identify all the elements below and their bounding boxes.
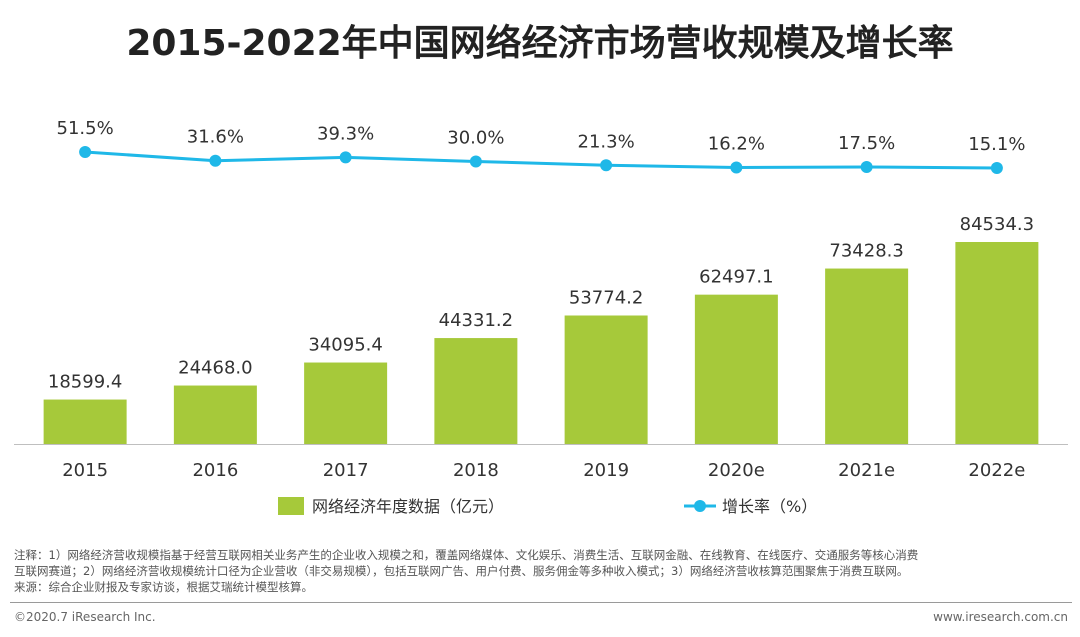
line-value-labels: 51.5% 31.6% 39.3% 30.0% 21.3% 16.2% 17.5% 15.1% xyxy=(57,118,1026,155)
bar-label-2021e: 73428.3 xyxy=(829,241,903,262)
bar-label-2017: 34095.4 xyxy=(308,335,382,356)
bar-label-2020e: 62497.1 xyxy=(699,267,773,288)
line-point-2015 xyxy=(79,146,92,158)
bar-label-2022e: 84534.3 xyxy=(960,214,1034,235)
chart-title: 2015-2022年中国网络经济市场营收规模及增长率 xyxy=(126,23,954,64)
growth-rate-line xyxy=(85,150,997,170)
line-label-2018: 30.0% xyxy=(447,127,504,148)
line-point-2021e xyxy=(860,160,873,173)
line-point-2016 xyxy=(209,154,222,167)
x-tick-labels: 2015 2016 2017 2018 2019 2020e 2021e 2022e xyxy=(62,460,1025,481)
x-tick-2019: 2019 xyxy=(583,460,629,481)
line-point-2017 xyxy=(339,151,352,164)
x-tick-2021e: 2021e xyxy=(838,460,895,481)
bar-2019 xyxy=(564,315,648,444)
bar-value-labels: 18599.4 24468.0 34095.4 44331.2 53774.2 62497… xyxy=(48,214,1034,393)
bar-label-2019: 53774.2 xyxy=(569,288,643,309)
bar-series xyxy=(43,242,1039,444)
legend-line-label: 增长率（%） xyxy=(722,497,817,516)
line-label-2017: 39.3% xyxy=(317,123,374,144)
x-tick-2017: 2017 xyxy=(323,460,369,481)
bar-2015 xyxy=(43,399,127,444)
bar-2017 xyxy=(304,362,388,444)
line-point-2019 xyxy=(600,159,613,172)
bar-label-2018: 44331.2 xyxy=(439,310,513,331)
legend: 网络经济年度数据（亿元） 增长率（%） xyxy=(278,497,817,516)
bar-label-2015: 18599.4 xyxy=(48,372,122,393)
note-line-2: 互联网赛道；2）网络经济营收规模统计口径为企业营收（非交易规模），包括互联网广告… xyxy=(14,564,909,578)
bar-label-2016: 24468.0 xyxy=(178,358,252,379)
bar-2021e xyxy=(825,268,909,444)
legend-line-marker xyxy=(694,500,706,512)
footer-divider xyxy=(10,602,1072,603)
legend-bar-label: 网络经济年度数据（亿元） xyxy=(312,497,504,516)
note-line-1: 注释：1）网络经济营收规模指基于经营互联网相关业务产生的企业收入规模之和，覆盖网… xyxy=(14,548,919,562)
x-tick-2020e: 2020e xyxy=(708,460,765,481)
x-tick-2022e: 2022e xyxy=(968,460,1025,481)
line-label-2022e: 15.1% xyxy=(968,134,1025,155)
line-label-2020e: 16.2% xyxy=(708,134,765,155)
bar-2016 xyxy=(173,385,257,444)
line-label-2019: 21.3% xyxy=(578,131,635,152)
bar-2020e xyxy=(694,294,778,444)
note-line-3: 来源：综合企业财报及专家访谈，根据艾瑞统计模型核算。 xyxy=(14,580,313,594)
line-series xyxy=(79,146,1003,174)
bar-2022e xyxy=(955,242,1039,444)
x-tick-2016: 2016 xyxy=(192,460,238,481)
line-point-2018 xyxy=(469,155,482,168)
copyright-text: ©2020.7 iResearch Inc. xyxy=(14,610,156,624)
x-tick-2015: 2015 xyxy=(62,460,108,481)
chart-area: 18599.4 24468.0 34095.4 44331.2 53774.2 62497… xyxy=(14,118,1068,516)
line-label-2015: 51.5% xyxy=(57,118,114,139)
x-tick-2018: 2018 xyxy=(453,460,499,481)
bar-2018 xyxy=(434,338,518,444)
line-label-2021e: 17.5% xyxy=(838,133,895,154)
legend-bar-swatch xyxy=(278,497,304,515)
line-label-2016: 31.6% xyxy=(187,127,244,148)
notes: 注释：1）网络经济营收规模指基于经营互联网相关业务产生的企业收入规模之和，覆盖网… xyxy=(14,547,1074,595)
line-point-2020e xyxy=(730,161,743,174)
line-point-2022e xyxy=(990,162,1003,174)
website-link[interactable]: www.iresearch.com.cn xyxy=(933,610,1068,624)
